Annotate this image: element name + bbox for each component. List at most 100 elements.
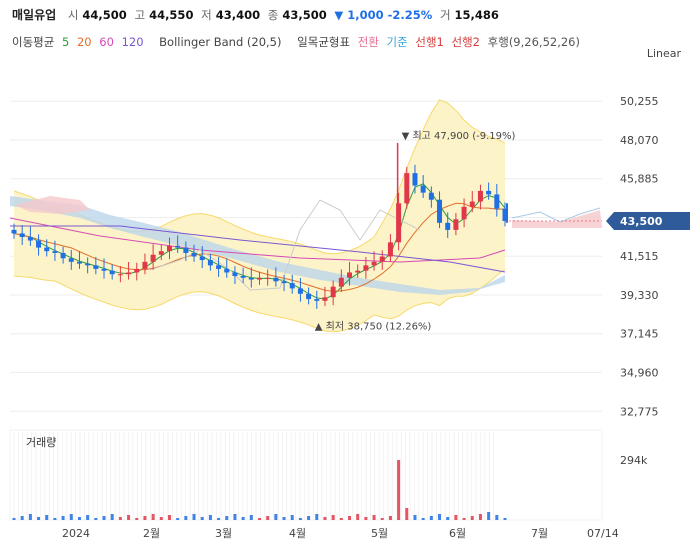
time-tick-label: 7월	[531, 527, 548, 540]
ichimoku-label[interactable]: 일목균형표	[297, 35, 351, 49]
candle-body	[207, 260, 213, 266]
candle-body	[289, 283, 295, 289]
volume-bar	[45, 515, 49, 520]
volume-bar	[258, 518, 261, 520]
ma-label[interactable]: 이동평균	[12, 35, 55, 49]
ichimoku-span1: 선행1	[415, 35, 444, 49]
volume-bar	[307, 516, 311, 520]
candle-body	[142, 261, 148, 269]
candle-body	[36, 240, 42, 248]
candle-body	[461, 206, 467, 220]
volume-bar	[217, 518, 221, 520]
ichimoku-cloud-bear	[10, 196, 505, 295]
candle-body	[60, 252, 66, 259]
volume-bar	[274, 514, 278, 520]
open-value: 44,500	[82, 8, 127, 22]
candle-body	[281, 281, 287, 284]
change-percent: -2.25%	[387, 8, 433, 22]
volume-bar	[429, 516, 433, 520]
candle-body	[85, 263, 91, 266]
ichimoku-cloud-future	[512, 210, 602, 228]
volume-bar	[159, 517, 163, 520]
volume-label: 거	[439, 8, 451, 22]
candle-body	[453, 219, 459, 230]
volume-bar	[339, 518, 343, 520]
low-value: 43,400	[215, 8, 261, 22]
volume-bar	[192, 514, 196, 520]
volume-bar	[298, 518, 302, 520]
volume-bar	[127, 515, 131, 520]
ichimoku-lagging-line	[149, 199, 421, 291]
candle-body	[363, 265, 369, 271]
candle-body	[68, 258, 74, 262]
volume-bar	[380, 518, 384, 520]
volume-bar	[135, 518, 139, 520]
candle-body	[158, 251, 164, 255]
volume-bar	[233, 514, 237, 520]
volume-bar	[462, 518, 466, 520]
volume-bar	[249, 515, 253, 520]
candle-body	[273, 277, 279, 282]
volume-bar	[315, 514, 319, 520]
ma-120-line	[10, 225, 506, 273]
volume-bar	[167, 515, 171, 520]
volume-bar	[372, 515, 376, 520]
candle-body	[306, 293, 312, 300]
time-tick-label: 07/14	[587, 527, 619, 540]
candle-body	[19, 233, 25, 237]
volume-bar	[28, 514, 32, 520]
volume-bar	[413, 515, 417, 520]
candle-body	[469, 201, 475, 207]
candle-body	[199, 256, 205, 261]
time-tick-label: 6월	[449, 527, 466, 540]
candle-body	[420, 185, 426, 193]
ma-period-60: 60	[99, 35, 114, 49]
candle-body	[404, 173, 410, 204]
volume-bar	[102, 516, 106, 520]
volume-bar	[143, 516, 147, 520]
volume-bar	[405, 508, 409, 520]
candle-body	[109, 270, 115, 275]
volume-bar	[61, 516, 65, 520]
quote-header: 매일유업 시 44,500 고 44,550 저 43,400 종 43,500 ▼ 1…	[12, 6, 503, 24]
candle-body	[477, 190, 483, 202]
scale-mode-button[interactable]: Linear	[646, 47, 681, 60]
candle-body	[93, 265, 99, 269]
ichimoku-base: 기준	[386, 35, 408, 49]
candle-body	[387, 242, 393, 257]
volume-bar	[118, 517, 122, 520]
close-label: 종	[267, 8, 279, 22]
price-tick-label: 48,070	[620, 134, 659, 147]
volume-bar	[421, 518, 425, 520]
time-tick-label: 5월	[371, 527, 388, 540]
current-price-label: 43,500	[620, 215, 663, 228]
indicator-legend: 이동평균 5 20 60 120 Bollinger Band (20,5) 일…	[12, 34, 584, 50]
volume-bar	[454, 515, 458, 520]
volume-bar	[208, 515, 212, 520]
candle-body	[437, 199, 443, 223]
volume-bar	[77, 517, 81, 520]
volume-bar	[266, 516, 270, 520]
volume-bar	[478, 514, 482, 520]
volume-bar	[86, 515, 90, 520]
volume-bar	[94, 518, 98, 520]
stock-name[interactable]: 매일유업	[12, 8, 57, 22]
bollinger-label[interactable]: Bollinger Band (20,5)	[159, 35, 282, 49]
volume-label: 거래량	[26, 436, 56, 449]
ichimoku-span2: 선행2	[451, 35, 480, 49]
time-tick-label: 2024	[62, 527, 90, 540]
candle-body	[126, 272, 132, 275]
candle-body	[117, 274, 123, 276]
candle-body	[150, 254, 156, 262]
time-tick-label: 2월	[143, 527, 160, 540]
time-tick-label: 3월	[215, 527, 232, 540]
high-value: 44,550	[149, 8, 194, 22]
volume-bar	[282, 517, 286, 520]
volume-bar	[69, 514, 73, 520]
candle-body	[502, 208, 508, 222]
volume-bar	[388, 516, 392, 520]
high-annotation: ▼ 최고 47,900 (-9.19%)	[402, 130, 516, 142]
ma-period-20: 20	[76, 35, 92, 49]
volume-bar	[110, 514, 114, 520]
